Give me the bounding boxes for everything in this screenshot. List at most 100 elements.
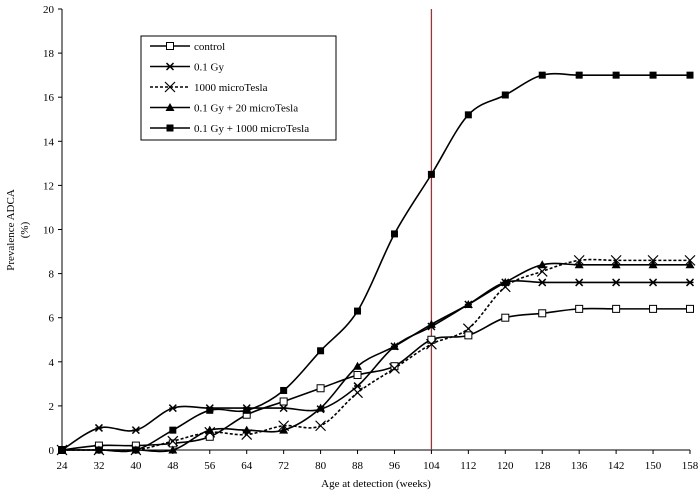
y-tick-label: 10 [43, 225, 55, 237]
series-control [58, 304, 694, 454]
marker-open-square [353, 371, 362, 380]
marker-filled-square [427, 170, 435, 178]
marker-star [165, 62, 175, 71]
series-0-1-gy-1000-microtesla [58, 71, 694, 454]
x-tick-label: 128 [534, 460, 551, 472]
legend-box [140, 35, 337, 141]
marker-triangle [389, 341, 399, 350]
marker-cross [425, 338, 437, 350]
marker-filled-square [575, 71, 583, 79]
marker-cross [315, 420, 327, 432]
marker-filled-square [95, 446, 103, 454]
legend-item: 0.1 Gy [150, 62, 224, 74]
marker-cross [389, 362, 400, 374]
marker-cross [164, 81, 176, 93]
marker-open-square [316, 384, 325, 393]
marker-filled-square [58, 446, 66, 454]
x-tick-label: 56 [204, 460, 216, 472]
marker-filled-square [132, 446, 140, 454]
x-tick-label: 88 [352, 460, 364, 472]
series-0-1-gy-20-microtesla [57, 260, 695, 454]
series-line [61, 280, 690, 451]
legend-label: control [194, 41, 225, 53]
marker-open-square [686, 304, 694, 313]
marker-cross [241, 429, 253, 440]
x-tick-label: 136 [571, 460, 588, 472]
marker-filled-square [280, 386, 288, 394]
marker-cross [462, 323, 474, 335]
marker-star [131, 426, 140, 435]
marker-filled-square [243, 406, 251, 414]
legend-item: 0.1 Gy + 1000 microTesla [150, 123, 309, 135]
legend-item: 0.1 Gy + 20 microTesla [150, 103, 298, 115]
marker-triangle [205, 425, 215, 434]
series-line [61, 307, 690, 451]
marker-triangle [574, 260, 584, 269]
marker-triangle [500, 277, 510, 286]
y-tick-label: 12 [43, 180, 54, 192]
x-tick-label: 72 [278, 460, 289, 472]
legend-label: 0.1 Gy [194, 62, 224, 74]
x-tick-label: 80 [315, 460, 327, 472]
marker-cross [352, 387, 363, 399]
x-tick-label: 120 [497, 460, 514, 472]
marker-open-square [279, 397, 288, 406]
marker-star [538, 278, 547, 287]
series-0-1-gy [57, 278, 695, 455]
marker-triangle [611, 260, 621, 269]
marker-star [353, 382, 362, 391]
legend-label: 1000 microTesla [194, 82, 268, 94]
marker-triangle [685, 260, 695, 269]
x-tick-label: 32 [93, 460, 104, 472]
y-tick-label: 18 [43, 48, 55, 60]
marker-star [685, 278, 695, 287]
marker-triangle [353, 361, 363, 370]
marker-cross [167, 435, 179, 447]
marker-filled-square [501, 91, 509, 99]
marker-open-square [575, 304, 584, 313]
x-tick-label: 24 [57, 460, 69, 472]
marker-star [94, 423, 103, 432]
marker-filled-square [166, 124, 174, 132]
marker-filled-square [464, 111, 472, 119]
series-line [61, 262, 690, 453]
marker-filled-square [317, 347, 325, 355]
x-tick-label: 112 [460, 460, 476, 472]
x-tick-label: 158 [682, 460, 699, 472]
legend-label: 0.1 Gy + 20 microTesla [194, 103, 298, 115]
marker-star [612, 278, 621, 287]
marker-open-square [427, 335, 436, 344]
marker-open-square [538, 309, 547, 318]
legend-item: 1000 microTesla [150, 81, 268, 94]
marker-triangle [165, 103, 175, 111]
marker-filled-square [538, 71, 546, 79]
y-tick-label: 14 [43, 136, 55, 148]
marker-open-square [649, 304, 658, 313]
legend-label: 0.1 Gy + 1000 microTesla [194, 123, 309, 135]
legend-item: control [150, 41, 225, 53]
marker-filled-square [390, 230, 398, 238]
marker-filled-square [612, 71, 620, 79]
legend: control 0.1 Gy 1000 microTesla 0.1 Gy + 20 … [140, 35, 337, 141]
marker-open-square [166, 42, 174, 50]
x-tick-label: 104 [423, 460, 440, 472]
marker-open-square [464, 331, 473, 340]
marker-triangle [279, 425, 289, 434]
marker-filled-square [649, 71, 657, 79]
marker-star [168, 404, 177, 413]
x-tick-label: 40 [130, 460, 142, 472]
y-tick-label: 4 [49, 357, 55, 369]
y-axis-label: Prevalence ADCA (%) [5, 189, 31, 271]
marker-star [575, 278, 584, 287]
x-tick-label: 96 [389, 460, 401, 472]
marker-filled-square [686, 71, 694, 79]
y-tick-label: 8 [49, 269, 55, 281]
y-tick-label: 6 [49, 313, 55, 325]
marker-open-square [501, 313, 510, 322]
marker-triangle [242, 425, 252, 434]
y-tick-label: 16 [43, 92, 55, 104]
marker-triangle [648, 260, 658, 269]
x-tick-label: 150 [645, 460, 662, 472]
marker-filled-square [169, 426, 177, 434]
